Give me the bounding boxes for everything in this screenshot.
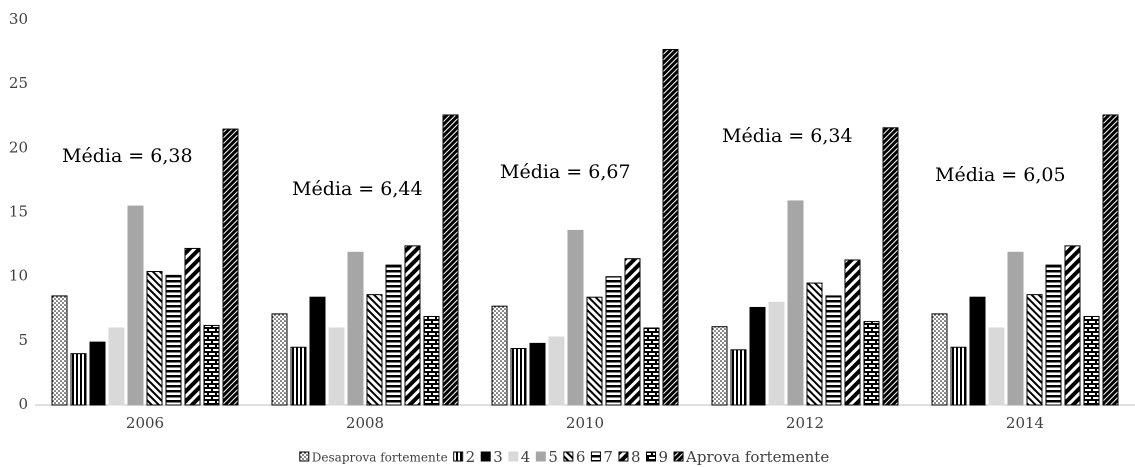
bar <box>203 324 220 406</box>
bar <box>290 346 307 406</box>
bar <box>749 306 766 406</box>
bar <box>730 349 747 406</box>
bar <box>366 294 383 406</box>
bar <box>882 127 899 406</box>
bar <box>89 341 106 406</box>
legend-label: 3 <box>493 448 503 466</box>
bar <box>70 353 87 406</box>
bar <box>385 264 402 406</box>
bar <box>711 326 728 406</box>
legend-swatch <box>508 451 519 462</box>
bar <box>863 321 880 406</box>
y-tick-label: 30 <box>9 10 28 28</box>
x-tick-label: 2008 <box>346 414 384 432</box>
legend-label: 9 <box>659 448 669 466</box>
bar <box>146 271 163 406</box>
bar <box>1045 264 1062 406</box>
bar <box>1064 245 1081 406</box>
bar <box>184 247 201 406</box>
bar <box>586 296 603 406</box>
legend-swatch <box>673 451 684 462</box>
bar <box>165 274 182 406</box>
legend-label: 6 <box>576 448 586 466</box>
bar <box>806 282 823 406</box>
x-tick-label: 2014 <box>1006 414 1044 432</box>
bar <box>510 348 527 406</box>
bar <box>404 245 421 406</box>
bar <box>442 114 459 406</box>
x-tick-label: 2010 <box>566 414 604 432</box>
y-tick-label: 5 <box>18 331 28 349</box>
y-tick-label: 25 <box>9 74 28 92</box>
y-tick-label: 10 <box>9 267 28 285</box>
legend-label: Desaprova fortemente <box>312 451 448 465</box>
bar <box>662 49 679 406</box>
legend-swatch <box>646 451 657 462</box>
bar <box>529 342 546 406</box>
legend-swatch <box>563 451 574 462</box>
bar <box>347 251 364 406</box>
x-tick-label: 2006 <box>126 414 164 432</box>
legend-label: 8 <box>631 448 641 466</box>
annotation: Média = 6,67 <box>500 161 631 183</box>
bar <box>825 295 842 406</box>
y-tick-label: 15 <box>9 203 28 221</box>
bar <box>548 336 565 406</box>
bar <box>605 276 622 406</box>
bar <box>969 296 986 406</box>
bar <box>127 205 144 406</box>
legend-swatch <box>618 451 629 462</box>
bar <box>1026 294 1043 406</box>
bar <box>108 327 125 406</box>
annotation: Média = 6,05 <box>935 164 1066 186</box>
bar <box>950 346 967 406</box>
legend-swatch <box>535 451 546 462</box>
bar <box>624 258 641 406</box>
bar <box>491 305 508 406</box>
annotation: Média = 6,34 <box>722 125 853 147</box>
legend-label: 2 <box>466 448 476 466</box>
bar <box>844 259 861 406</box>
bar <box>988 327 1005 406</box>
legend-label: 7 <box>603 448 613 466</box>
bar <box>768 301 785 406</box>
legend-label: 4 <box>521 448 531 466</box>
bar <box>222 128 239 406</box>
bar <box>423 315 440 406</box>
bar <box>567 229 584 406</box>
x-tick-label: 2012 <box>786 414 824 432</box>
bar <box>931 313 948 406</box>
bar <box>643 327 660 406</box>
bar <box>1083 315 1100 406</box>
legend-label: 5 <box>548 448 558 466</box>
annotation: Média = 6,44 <box>292 178 423 200</box>
bar <box>309 296 326 406</box>
annotation: Média = 6,38 <box>62 145 193 167</box>
legend-label: Aprova fortemente <box>685 448 829 466</box>
y-tick-label: 0 <box>18 395 28 413</box>
bar <box>1102 114 1119 406</box>
legend-swatch <box>590 451 601 462</box>
bar <box>1007 251 1024 406</box>
legend-swatch <box>453 451 464 462</box>
bar <box>271 313 288 406</box>
y-tick-label: 20 <box>9 138 28 156</box>
legend-swatch <box>299 451 310 462</box>
legend-swatch <box>480 451 491 462</box>
bar <box>51 295 68 406</box>
bar <box>328 327 345 406</box>
bar <box>787 200 804 406</box>
